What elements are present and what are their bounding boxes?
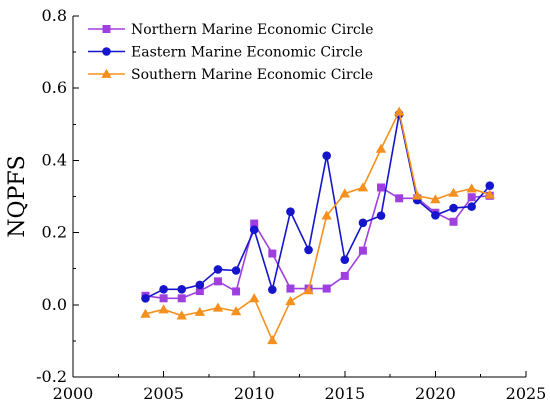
data-point-northern bbox=[159, 294, 168, 303]
data-point-eastern bbox=[141, 294, 150, 303]
axes: 2000 2005 2010 2015 2020 2025 -0.2 0.0 0.2 0.4 0.6… bbox=[5, 6, 546, 403]
data-point-northern bbox=[467, 193, 476, 202]
data-point-southern bbox=[230, 306, 242, 316]
x-tick-label: 2010 bbox=[234, 384, 275, 403]
data-point-eastern bbox=[159, 284, 168, 294]
x-tick-label: 2025 bbox=[506, 384, 547, 403]
data-point-eastern bbox=[249, 225, 259, 235]
data-point-northern bbox=[340, 271, 349, 280]
data-point-eastern bbox=[376, 211, 386, 220]
data-point-northern bbox=[195, 287, 204, 296]
data-point-eastern bbox=[213, 265, 223, 274]
legend-item-northern: Northern Marine Economic Circle bbox=[88, 22, 374, 38]
series-southern bbox=[140, 106, 495, 345]
legend-label: Eastern Marine Economic Circle bbox=[131, 45, 363, 61]
data-point-eastern bbox=[340, 255, 350, 264]
data-point-southern bbox=[412, 190, 423, 200]
legend-marker-northern bbox=[102, 25, 111, 33]
data-point-northern bbox=[232, 287, 241, 296]
data-point-eastern bbox=[177, 284, 187, 294]
data-point-southern bbox=[339, 188, 350, 198]
legend: Northern Marine Economic Circle Eastern M… bbox=[88, 22, 374, 83]
data-point-southern bbox=[393, 106, 405, 116]
data-point-eastern bbox=[322, 151, 331, 161]
data-point-southern bbox=[303, 285, 314, 295]
legend-label: Northern Marine Economic Circle bbox=[131, 22, 374, 38]
data-point-eastern bbox=[231, 266, 241, 275]
y-tick-label: 0.6 bbox=[42, 78, 67, 97]
data-point-northern bbox=[250, 219, 259, 228]
series-layer bbox=[140, 106, 495, 345]
data-point-northern bbox=[358, 246, 367, 255]
data-point-northern bbox=[213, 277, 222, 286]
data-point-northern bbox=[286, 284, 295, 293]
data-point-northern bbox=[268, 249, 277, 258]
data-point-southern bbox=[212, 302, 224, 312]
series-line-southern bbox=[145, 109, 491, 343]
data-point-southern bbox=[194, 306, 206, 316]
data-point-southern bbox=[267, 334, 278, 345]
data-point-eastern bbox=[449, 203, 458, 213]
y-tick-label: 0.4 bbox=[42, 150, 67, 169]
data-point-eastern bbox=[485, 181, 495, 190]
y-tick-label: -0.2 bbox=[36, 367, 67, 386]
data-point-northern bbox=[177, 294, 186, 303]
y-tick-label: 0.8 bbox=[42, 6, 67, 25]
y-tick-label: 0.0 bbox=[42, 295, 67, 314]
data-point-eastern bbox=[304, 245, 313, 255]
legend-marker-eastern bbox=[102, 47, 111, 56]
data-point-southern bbox=[430, 194, 441, 204]
x-tick-label: 2020 bbox=[415, 384, 456, 403]
data-point-eastern bbox=[467, 202, 476, 211]
data-point-eastern bbox=[286, 207, 295, 216]
y-axis-title: NQPFS bbox=[5, 155, 30, 237]
data-point-northern bbox=[449, 217, 458, 226]
legend-marker-southern bbox=[101, 68, 112, 78]
data-point-eastern bbox=[268, 285, 277, 294]
data-point-southern bbox=[321, 210, 332, 220]
series-eastern bbox=[141, 109, 495, 303]
data-point-eastern bbox=[358, 218, 368, 228]
data-point-southern bbox=[375, 143, 387, 153]
data-point-southern bbox=[158, 304, 169, 314]
data-point-southern bbox=[357, 182, 369, 192]
data-point-southern bbox=[249, 293, 260, 303]
data-point-northern bbox=[395, 194, 404, 203]
data-point-eastern bbox=[195, 280, 205, 290]
legend-item-southern: Southern Marine Economic Circle bbox=[88, 67, 373, 83]
data-point-northern bbox=[322, 284, 331, 293]
x-tick-label: 2015 bbox=[324, 384, 365, 403]
series-line-eastern bbox=[145, 114, 491, 300]
data-point-southern bbox=[140, 308, 151, 318]
data-point-southern bbox=[448, 187, 459, 197]
data-point-eastern bbox=[431, 210, 440, 220]
data-point-southern bbox=[466, 183, 477, 193]
x-tick-label: 2005 bbox=[143, 384, 184, 403]
legend-label: Southern Marine Economic Circle bbox=[131, 67, 373, 83]
data-point-southern bbox=[176, 310, 187, 320]
data-point-northern bbox=[377, 183, 386, 192]
x-tick-label: 2000 bbox=[53, 384, 94, 403]
data-point-southern bbox=[285, 295, 296, 306]
y-tick-label: 0.2 bbox=[42, 223, 67, 242]
legend-item-eastern: Eastern Marine Economic Circle bbox=[88, 45, 363, 61]
data-point-southern bbox=[484, 189, 495, 199]
